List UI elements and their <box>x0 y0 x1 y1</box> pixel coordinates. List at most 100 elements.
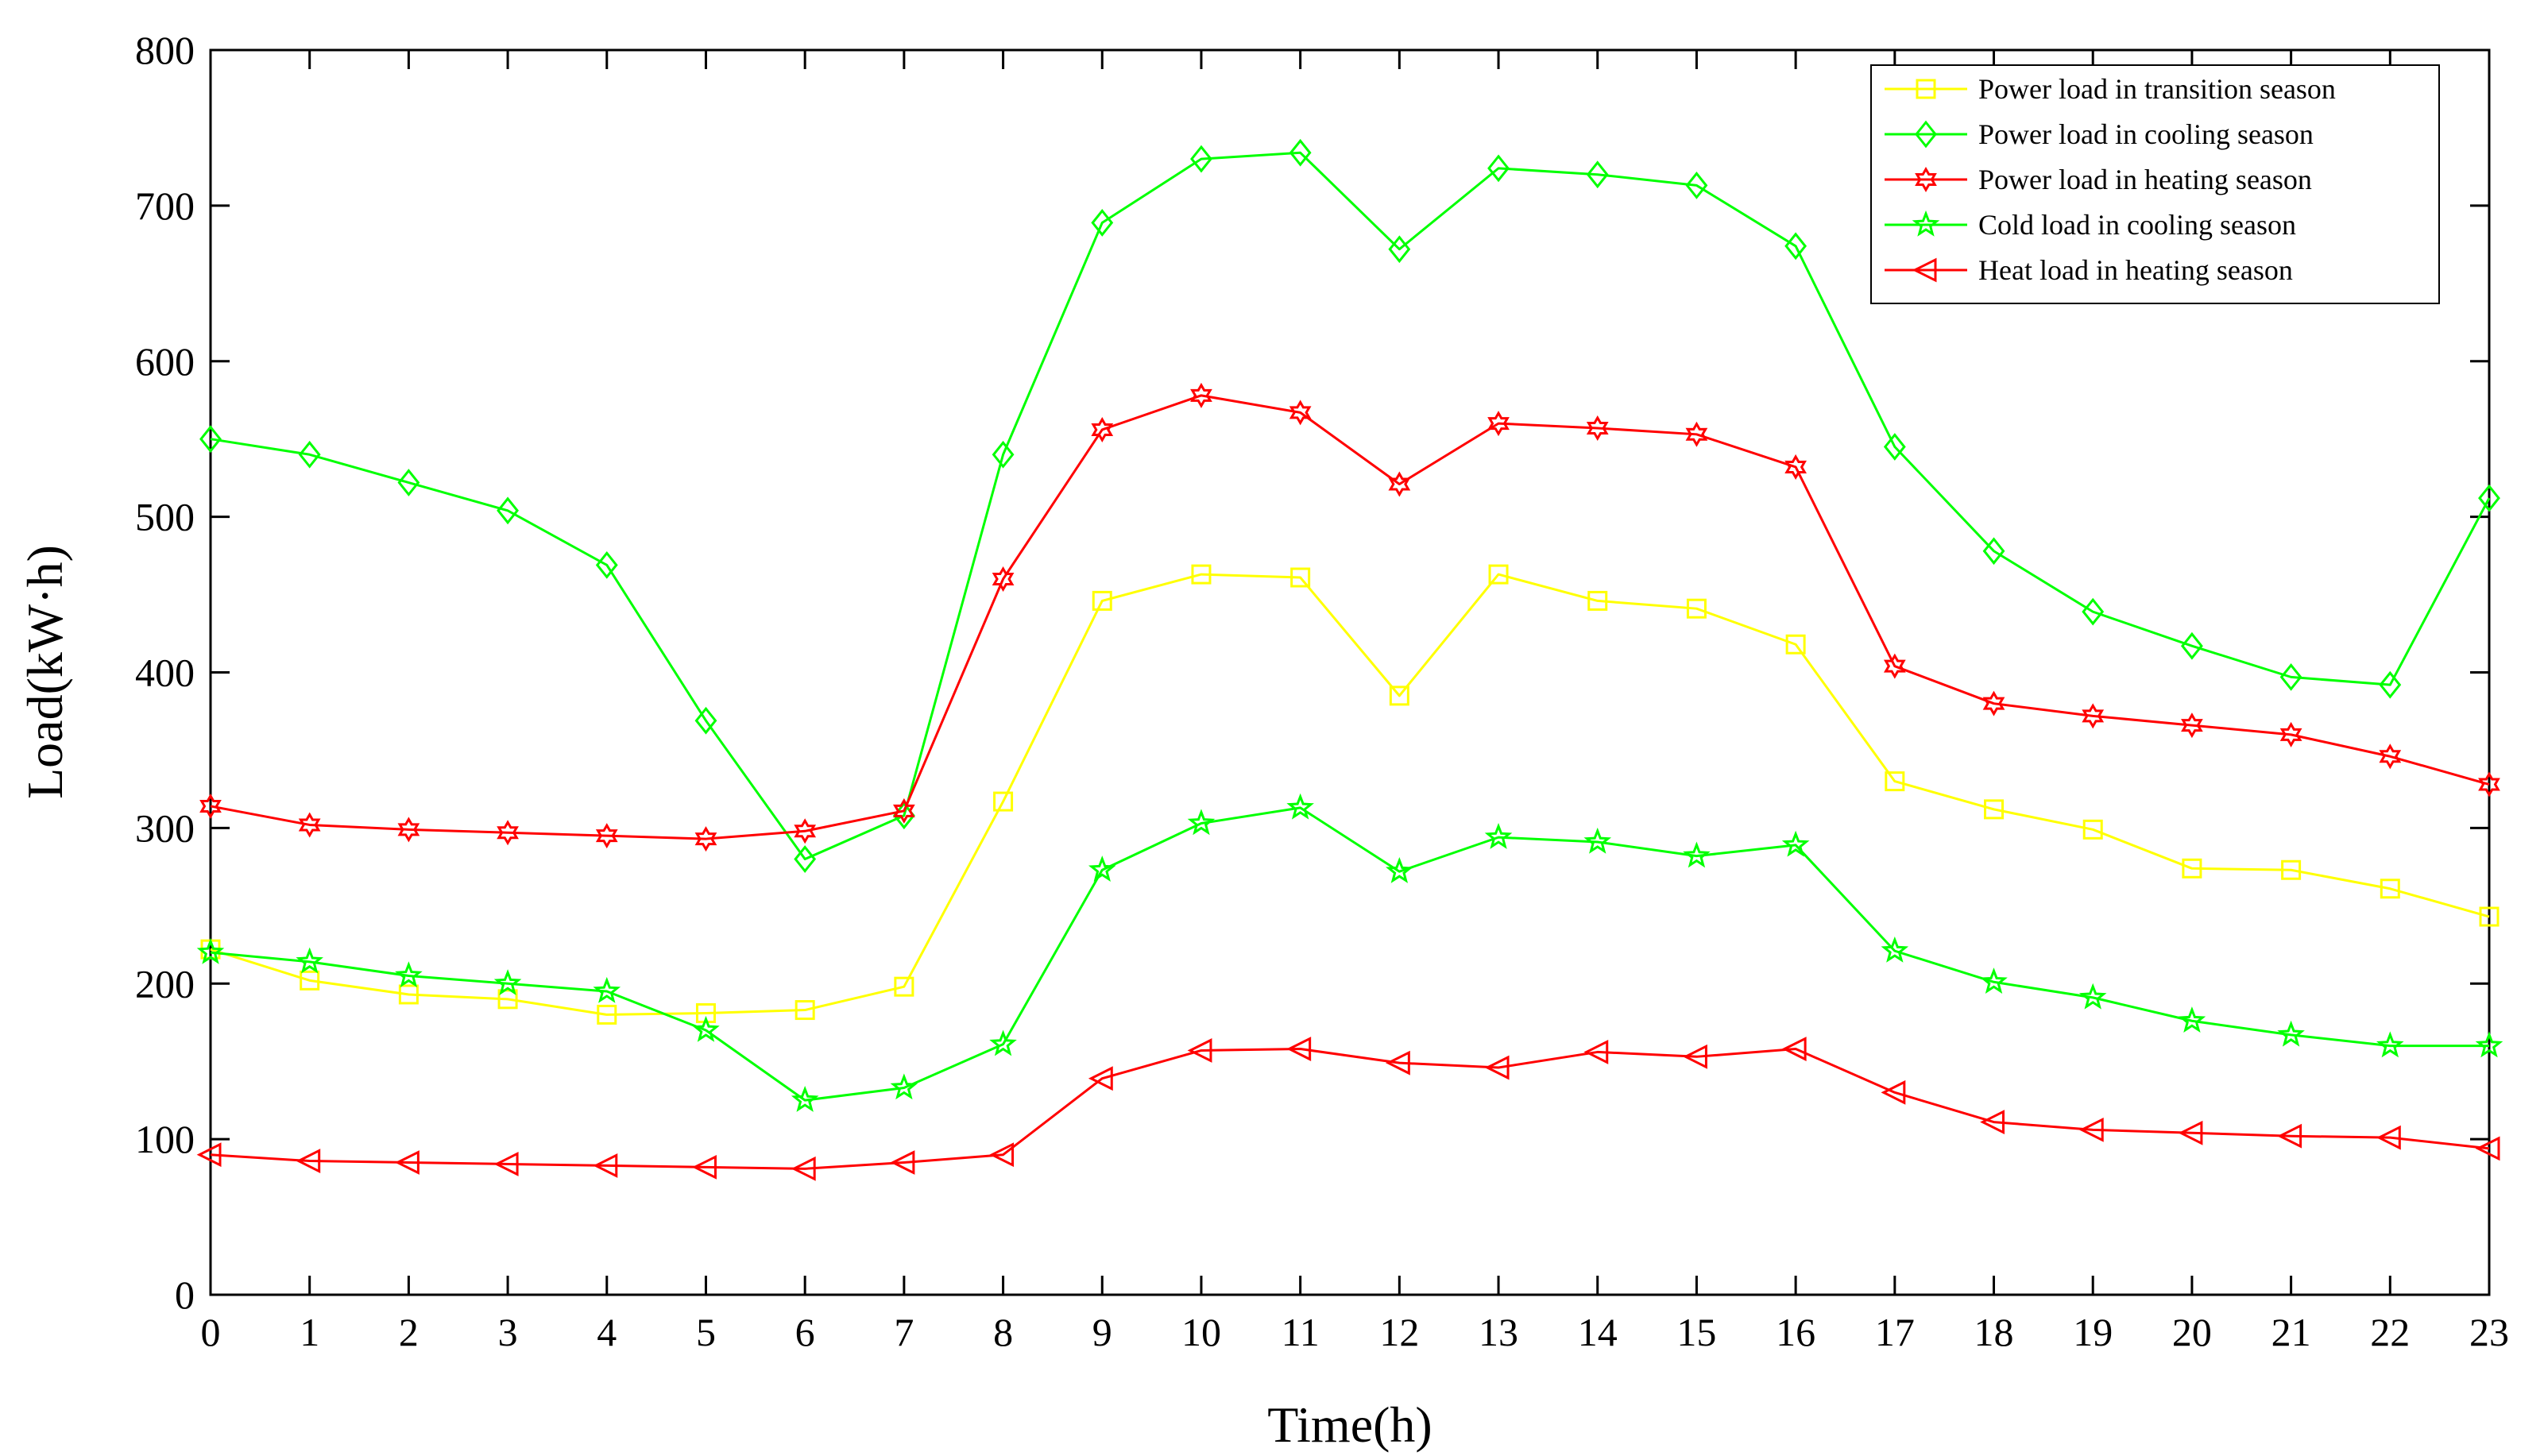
data-point <box>296 1149 321 1173</box>
data-point <box>2279 721 2302 747</box>
x-tick-label: 15 <box>1676 1310 1716 1354</box>
data-point <box>2475 1031 2503 1058</box>
data-point <box>1388 235 1411 264</box>
data-point <box>791 1085 819 1112</box>
y-tick-label: 600 <box>135 339 195 384</box>
series-line <box>210 1048 2490 1170</box>
data-point <box>1386 857 1413 883</box>
data-point <box>2182 858 2202 879</box>
legend-entry: Power load in transition season <box>1978 73 2336 105</box>
data-point <box>1781 830 1810 857</box>
data-point <box>2178 1120 2203 1145</box>
data-point <box>2376 1031 2404 1058</box>
x-tick-label: 23 <box>2469 1310 2509 1354</box>
legend-marker <box>1912 257 1937 283</box>
data-point <box>1586 160 1609 189</box>
data-point <box>2380 879 2400 899</box>
legend-entry: Heat load in heating season <box>1978 254 2293 286</box>
series-4 <box>196 793 2503 1112</box>
x-tick-label: 17 <box>1875 1310 1915 1354</box>
data-point <box>497 496 520 525</box>
data-point <box>2078 1117 2104 1142</box>
x-tick-label: 3 <box>498 1310 518 1354</box>
data-point <box>2277 1020 2305 1047</box>
data-point <box>2180 631 2203 660</box>
data-point <box>2475 1136 2500 1161</box>
x-tick-label: 10 <box>1181 1310 1221 1354</box>
data-point <box>196 937 225 964</box>
x-tick-label: 5 <box>696 1310 716 1354</box>
data-point <box>1091 209 1114 237</box>
data-point <box>1190 382 1212 408</box>
data-point <box>1190 145 1212 173</box>
data-point <box>298 440 321 469</box>
data-point <box>2379 743 2402 770</box>
data-point <box>1785 634 1806 655</box>
x-tick-label: 4 <box>597 1310 617 1354</box>
data-point <box>1488 564 1509 585</box>
data-point <box>794 845 817 873</box>
data-point <box>593 1153 618 1178</box>
data-point <box>1290 567 1311 588</box>
legend-marker <box>1915 166 1937 193</box>
data-point <box>1685 421 1708 447</box>
data-point <box>1583 827 1612 854</box>
data-point <box>791 1156 816 1181</box>
data-point <box>296 947 323 974</box>
data-point <box>1686 598 1707 619</box>
data-point <box>1484 1055 1510 1080</box>
data-point <box>1883 433 1906 461</box>
x-tick-label: 19 <box>2073 1310 2113 1354</box>
y-axis: 0 100 200 300 400 500 600 700 800 <box>135 28 2489 1317</box>
legend-entry: Power load in heating season <box>1978 164 2312 195</box>
data-point <box>1092 590 1112 611</box>
data-point <box>2082 597 2105 626</box>
legend-entry: Cold load in cooling season <box>1978 209 2296 241</box>
legend-marker <box>1915 120 1937 149</box>
data-point <box>692 1015 720 1042</box>
legend-marker <box>1912 210 1940 237</box>
data-point <box>2178 1006 2206 1033</box>
x-tick-label: 1 <box>300 1310 319 1354</box>
data-point <box>1984 799 2005 820</box>
data-point <box>398 984 419 1005</box>
data-point <box>794 818 817 844</box>
series-line <box>210 806 2489 1102</box>
x-tick-label: 21 <box>2271 1310 2311 1354</box>
x-tick-label: 12 <box>1379 1310 1419 1354</box>
data-point <box>1088 1066 1113 1091</box>
x-tick-label: 9 <box>1092 1310 1112 1354</box>
series-2 <box>199 138 2500 873</box>
x-tick-label: 14 <box>1578 1310 1618 1354</box>
data-point <box>1289 400 1312 426</box>
y-tick-label: 400 <box>135 651 195 695</box>
x-tick-label: 18 <box>1974 1310 2014 1354</box>
x-tick-label: 8 <box>993 1310 1013 1354</box>
data-point <box>1289 138 1312 167</box>
data-point <box>1286 793 1314 820</box>
x-tick-label: 6 <box>795 1310 815 1354</box>
data-point <box>199 793 222 819</box>
data-point <box>593 976 621 1003</box>
series-line <box>210 394 2490 840</box>
data-point <box>1388 471 1411 497</box>
y-tick-label: 0 <box>175 1273 195 1317</box>
data-point <box>893 798 915 824</box>
x-tick-label: 2 <box>399 1310 419 1354</box>
data-point <box>1781 1037 1807 1061</box>
data-point <box>1191 564 1212 585</box>
data-point <box>1881 1079 1906 1105</box>
data-point <box>1586 415 1609 441</box>
legend-marker <box>1916 79 1936 99</box>
data-point <box>2082 703 2105 729</box>
data-point <box>2082 819 2103 840</box>
data-point <box>1385 1050 1410 1076</box>
data-point <box>2479 906 2500 927</box>
data-point <box>595 823 618 849</box>
series-line <box>210 151 2491 861</box>
x-tick-label: 0 <box>201 1310 221 1354</box>
series-5 <box>196 1037 2500 1181</box>
y-tick-label: 100 <box>135 1117 195 1161</box>
data-point <box>1784 454 1807 480</box>
data-point <box>300 970 320 991</box>
